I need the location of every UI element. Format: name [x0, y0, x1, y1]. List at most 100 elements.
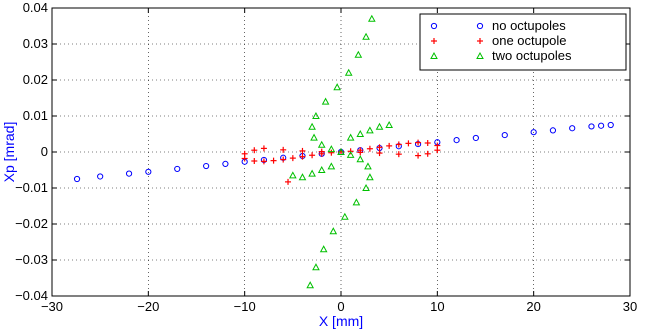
y-tick-label: 0.02 [23, 72, 48, 87]
y-tick-label: 0 [41, 144, 48, 159]
y-tick-label: 0.03 [23, 36, 48, 51]
data-point [366, 145, 373, 152]
data-point [405, 140, 412, 147]
legend-marker [476, 51, 484, 59]
data-point [357, 149, 364, 156]
y-tick-label: −0.04 [15, 288, 48, 303]
data-point [395, 151, 402, 158]
data-point [364, 162, 372, 170]
data-point [362, 183, 370, 191]
data-point [145, 168, 152, 175]
data-point [366, 173, 374, 181]
data-point [362, 32, 370, 40]
y-tick-label: 0.01 [23, 108, 48, 123]
tick-labels: −30 −20 −10 0 10 20 30 −0.04 −0.03 −0.02 −0.01 0 0.0… [15, 0, 637, 314]
series-one-octupole [241, 139, 441, 185]
y-tick-label: −0.01 [15, 180, 48, 195]
data-point [280, 146, 287, 153]
data-point [346, 133, 355, 141]
y-tick-label: 0.04 [23, 0, 48, 15]
data-point [434, 147, 441, 154]
data-point [472, 134, 479, 142]
data-point [344, 68, 353, 76]
data-point [356, 129, 365, 137]
data-point [251, 158, 258, 164]
y-tick-label: −0.03 [15, 252, 48, 267]
data-point [321, 97, 330, 105]
data-point [97, 173, 104, 180]
data-point [306, 281, 315, 289]
legend-marker [477, 38, 483, 44]
data-point [376, 150, 383, 157]
data-point [280, 156, 287, 163]
data-point [319, 245, 328, 253]
data-point [376, 144, 383, 151]
data-point [317, 140, 326, 148]
axes [51, 7, 631, 297]
data-point [415, 152, 422, 159]
data-point [356, 155, 365, 163]
data-point [501, 131, 508, 139]
data-point [415, 139, 422, 146]
y-axis-label: Xp [mrad] [1, 122, 17, 183]
data-point [203, 162, 210, 170]
data-point [375, 122, 384, 130]
data-point [309, 152, 316, 159]
data-point [285, 178, 292, 185]
data-point [298, 173, 307, 181]
data-point [530, 129, 537, 136]
data-point [569, 125, 576, 132]
x-tick-label: −20 [137, 299, 159, 314]
data-point [333, 83, 341, 91]
data-point [386, 142, 393, 149]
data-point [354, 50, 363, 58]
legend-marker [431, 38, 437, 44]
data-point [424, 140, 431, 146]
x-tick-label: −30 [41, 299, 63, 314]
data-point [588, 123, 595, 130]
data-point [598, 122, 605, 129]
data-point [241, 150, 248, 157]
legend-marker [430, 51, 438, 59]
x-tick-label: 0 [337, 299, 344, 314]
data-point [549, 127, 557, 134]
legend-label: no octupoles [492, 18, 566, 33]
x-tick-label: 30 [623, 299, 637, 314]
data-point [251, 147, 258, 154]
data-point [299, 147, 306, 154]
data-point [317, 165, 326, 173]
data-points [73, 14, 614, 289]
data-point [318, 148, 325, 155]
data-point [341, 212, 349, 220]
data-point [174, 165, 181, 173]
data-point [385, 120, 394, 128]
data-point [366, 126, 374, 134]
y-tick-label: −0.02 [15, 216, 48, 231]
legend-label: two octupoles [492, 48, 572, 63]
data-point [453, 137, 460, 144]
x-axis-label: X [mm] [319, 313, 363, 329]
data-point [424, 150, 431, 157]
data-point [328, 149, 335, 156]
data-point [329, 227, 338, 235]
data-point [308, 169, 316, 177]
x-tick-label: −10 [234, 299, 256, 314]
data-point [299, 153, 306, 160]
x-tick-label: 10 [430, 299, 444, 314]
data-point [327, 145, 336, 153]
x-tick-label: 20 [526, 299, 540, 314]
data-point [395, 141, 402, 148]
data-point [73, 175, 81, 183]
data-point [607, 121, 614, 129]
data-point [310, 133, 318, 141]
data-point [125, 170, 133, 177]
data-point [222, 160, 229, 167]
data-point [288, 171, 297, 179]
data-point [337, 147, 345, 155]
data-point [260, 145, 267, 152]
series-two-octupoles [288, 14, 394, 289]
data-point [312, 263, 320, 271]
